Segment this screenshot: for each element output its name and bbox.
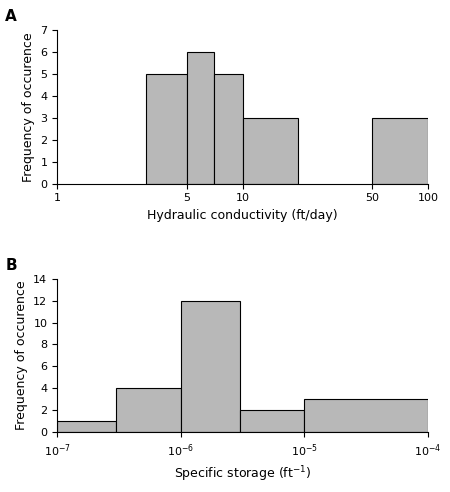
Bar (372, 118, 428, 184)
Bar (187, 52, 214, 184)
X-axis label: Hydraulic conductivity (ft/day): Hydraulic conductivity (ft/day) (147, 209, 338, 222)
Text: A: A (5, 9, 17, 24)
Text: B: B (5, 257, 17, 273)
Bar (57, 421, 116, 432)
Y-axis label: Frequency of occurence: Frequency of occurence (22, 32, 35, 182)
Bar (214, 74, 243, 184)
X-axis label: Specific storage (ft$^{-1}$): Specific storage (ft$^{-1}$) (174, 464, 311, 484)
Bar (240, 410, 304, 432)
Bar (146, 74, 187, 184)
Bar (243, 118, 298, 184)
Bar (116, 388, 181, 432)
Bar (304, 400, 428, 432)
Bar (181, 301, 240, 432)
Y-axis label: Frequency of occurence: Frequency of occurence (15, 280, 28, 430)
